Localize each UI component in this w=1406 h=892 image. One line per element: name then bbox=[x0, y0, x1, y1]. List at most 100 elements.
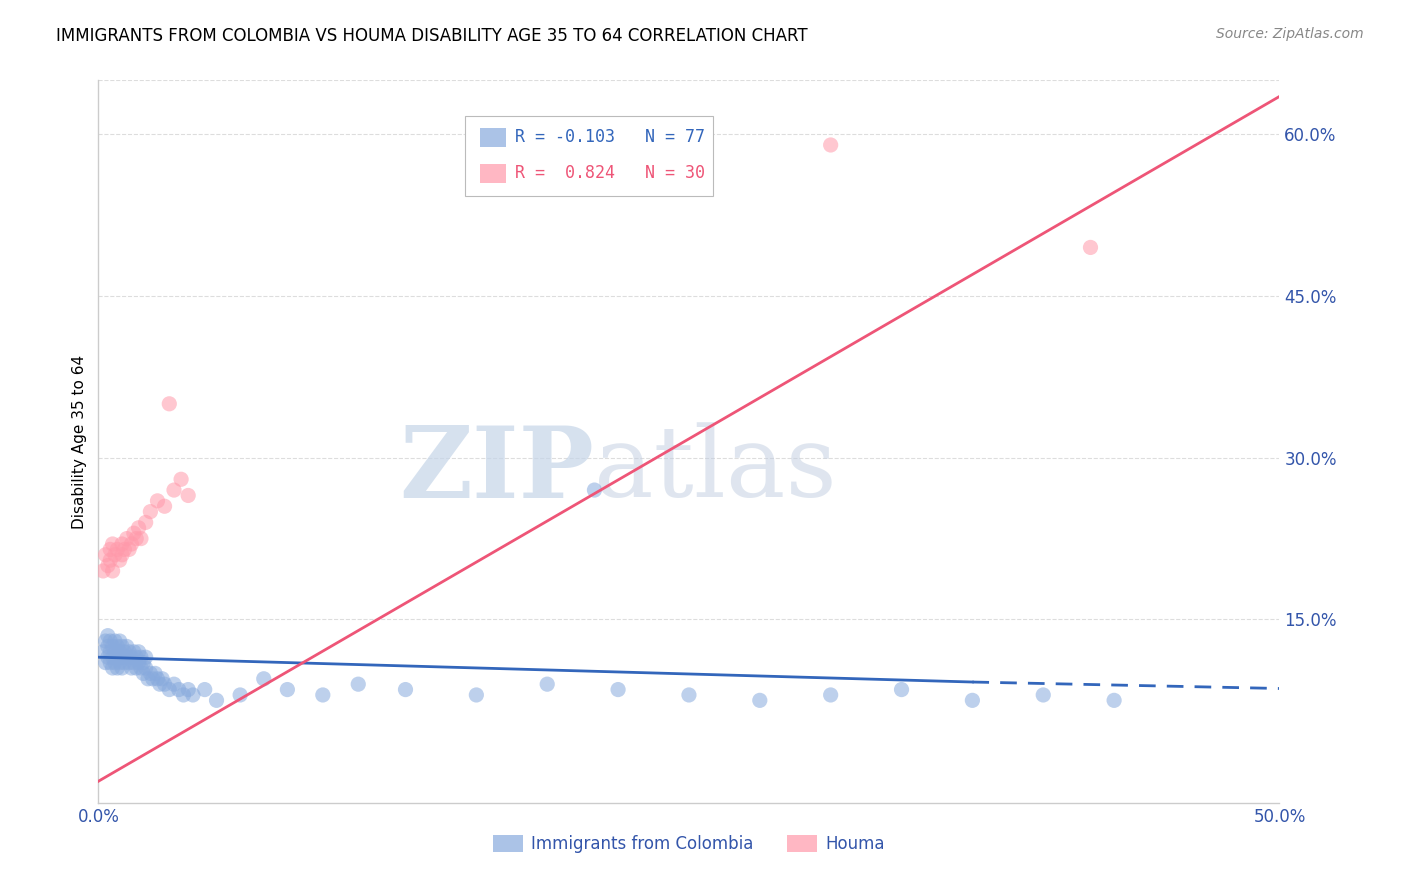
Point bbox=[129, 661, 152, 675]
Point bbox=[91, 564, 114, 578]
Point bbox=[149, 677, 172, 691]
Point bbox=[98, 634, 121, 648]
Point bbox=[153, 500, 176, 514]
Legend: Immigrants from Colombia, Houma: Immigrants from Colombia, Houma bbox=[486, 828, 891, 860]
Point bbox=[111, 537, 134, 551]
Point bbox=[104, 548, 127, 562]
Point bbox=[177, 682, 200, 697]
Point bbox=[105, 640, 128, 654]
Point bbox=[163, 677, 186, 691]
Point bbox=[136, 672, 159, 686]
Point bbox=[94, 548, 117, 562]
Point bbox=[121, 650, 143, 665]
Point bbox=[101, 564, 124, 578]
Point bbox=[115, 532, 138, 546]
Text: atlas: atlas bbox=[595, 423, 837, 518]
Point bbox=[276, 682, 298, 697]
Point bbox=[122, 526, 145, 541]
Point bbox=[115, 650, 138, 665]
Point bbox=[132, 656, 155, 670]
Point bbox=[157, 682, 180, 697]
Point bbox=[108, 634, 131, 648]
FancyBboxPatch shape bbox=[479, 128, 506, 147]
Point bbox=[820, 138, 842, 153]
Point bbox=[146, 672, 169, 686]
Point bbox=[101, 537, 124, 551]
Point bbox=[139, 505, 162, 519]
Point bbox=[105, 650, 128, 665]
Point bbox=[465, 688, 488, 702]
Point bbox=[118, 645, 141, 659]
Point bbox=[101, 650, 124, 665]
FancyBboxPatch shape bbox=[464, 117, 713, 196]
Point bbox=[170, 472, 193, 486]
Point bbox=[101, 661, 124, 675]
Point bbox=[229, 688, 252, 702]
Point bbox=[125, 661, 148, 675]
Point bbox=[111, 640, 134, 654]
Point bbox=[97, 558, 120, 573]
Point bbox=[890, 682, 912, 697]
Point bbox=[253, 672, 276, 686]
Point bbox=[105, 542, 128, 557]
Point bbox=[118, 542, 141, 557]
Point bbox=[97, 650, 120, 665]
Point bbox=[132, 666, 155, 681]
Point bbox=[112, 656, 135, 670]
Point bbox=[157, 397, 180, 411]
Point bbox=[98, 656, 121, 670]
Point bbox=[128, 521, 150, 535]
Point bbox=[104, 656, 127, 670]
Point bbox=[121, 661, 143, 675]
Point bbox=[111, 661, 134, 675]
Point bbox=[153, 677, 176, 691]
Point bbox=[312, 688, 335, 702]
Text: R = -0.103   N = 77: R = -0.103 N = 77 bbox=[516, 128, 706, 146]
Point bbox=[142, 672, 165, 686]
Point bbox=[1080, 240, 1102, 254]
Point bbox=[962, 693, 984, 707]
Point bbox=[122, 656, 145, 670]
Point bbox=[135, 650, 157, 665]
Point bbox=[125, 650, 148, 665]
Point bbox=[98, 542, 121, 557]
Point bbox=[146, 493, 169, 508]
Point bbox=[122, 645, 145, 659]
Point bbox=[129, 532, 152, 546]
Point bbox=[112, 542, 135, 557]
Point bbox=[347, 677, 370, 691]
Point bbox=[94, 656, 117, 670]
Point bbox=[121, 537, 143, 551]
Point bbox=[98, 553, 121, 567]
Point bbox=[105, 661, 128, 675]
Point bbox=[135, 516, 157, 530]
Point bbox=[111, 650, 134, 665]
Point bbox=[135, 661, 157, 675]
Point bbox=[128, 656, 150, 670]
Point bbox=[108, 553, 131, 567]
Text: Source: ZipAtlas.com: Source: ZipAtlas.com bbox=[1216, 27, 1364, 41]
Point bbox=[1032, 688, 1054, 702]
Point bbox=[394, 682, 416, 697]
Point bbox=[125, 532, 148, 546]
Point bbox=[108, 656, 131, 670]
Point bbox=[205, 693, 228, 707]
Point bbox=[1102, 693, 1125, 707]
Point bbox=[167, 682, 190, 697]
Point bbox=[112, 645, 135, 659]
Point bbox=[118, 656, 141, 670]
Point bbox=[104, 645, 127, 659]
Point bbox=[172, 688, 194, 702]
Point bbox=[607, 682, 630, 697]
Point bbox=[820, 688, 842, 702]
Point bbox=[129, 650, 152, 665]
Y-axis label: Disability Age 35 to 64: Disability Age 35 to 64 bbox=[72, 354, 87, 529]
Point bbox=[536, 677, 558, 691]
Point bbox=[143, 666, 166, 681]
Point bbox=[177, 488, 200, 502]
Point bbox=[91, 645, 114, 659]
Point bbox=[150, 672, 173, 686]
Text: IMMIGRANTS FROM COLOMBIA VS HOUMA DISABILITY AGE 35 TO 64 CORRELATION CHART: IMMIGRANTS FROM COLOMBIA VS HOUMA DISABI… bbox=[56, 27, 808, 45]
Point bbox=[101, 640, 124, 654]
Point bbox=[181, 688, 204, 702]
